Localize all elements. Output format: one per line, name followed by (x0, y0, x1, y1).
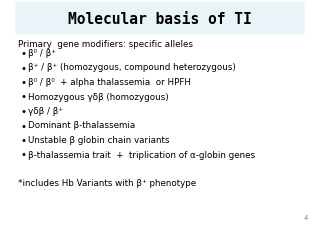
Text: •: • (20, 92, 26, 102)
Text: •: • (20, 150, 26, 160)
Text: •: • (20, 135, 26, 145)
Text: •: • (20, 49, 26, 59)
Text: *includes Hb Variants with β⁺ phenotype: *includes Hb Variants with β⁺ phenotype (18, 178, 196, 187)
Text: Unstable β globin chain variants: Unstable β globin chain variants (28, 135, 170, 144)
Text: γδβ / β⁺: γδβ / β⁺ (28, 106, 63, 115)
Text: β-thalassemia trait  +  triplication of α-globin genes: β-thalassemia trait + triplication of α-… (28, 150, 255, 159)
Text: Primary  gene modifiers: specific alleles: Primary gene modifiers: specific alleles (18, 40, 193, 49)
Text: 4: 4 (304, 214, 308, 220)
Text: Molecular basis of TI: Molecular basis of TI (68, 11, 252, 26)
Text: •: • (20, 121, 26, 131)
Text: Dominant β-thalassemia: Dominant β-thalassemia (28, 121, 135, 130)
Text: β⁺ / β⁺ (homozygous, compound heterozygous): β⁺ / β⁺ (homozygous, compound heterozygo… (28, 63, 236, 72)
Text: β⁰ / β⁺: β⁰ / β⁺ (28, 49, 56, 58)
Text: •: • (20, 63, 26, 73)
Text: β⁰ / β⁰  + alpha thalassemia  or HPFH: β⁰ / β⁰ + alpha thalassemia or HPFH (28, 78, 191, 87)
FancyBboxPatch shape (16, 3, 304, 35)
Text: •: • (20, 78, 26, 88)
Text: Homozygous γδβ (homozygous): Homozygous γδβ (homozygous) (28, 92, 169, 101)
Text: •: • (20, 106, 26, 117)
